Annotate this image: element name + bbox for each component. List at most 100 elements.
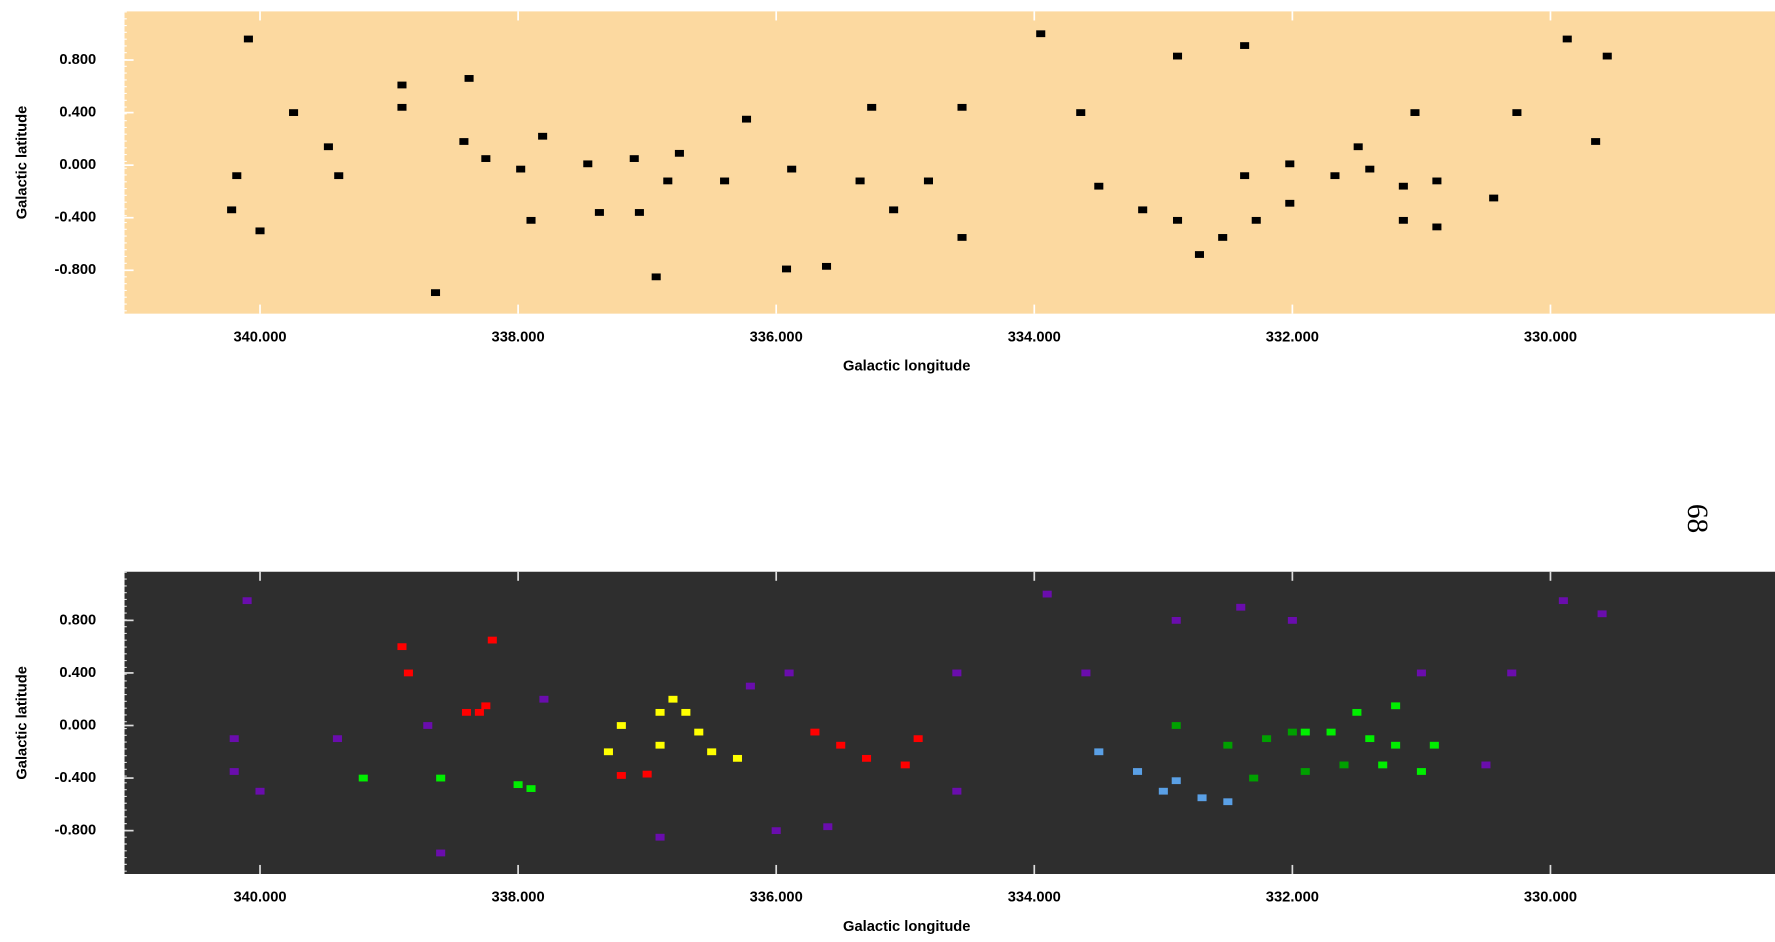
y-axis-label: Galactic latitude	[15, 106, 31, 220]
clump	[1559, 597, 1568, 604]
clump	[675, 150, 684, 157]
clump	[782, 266, 791, 273]
x-tick-label: 338.000	[492, 890, 545, 906]
y-tick-label: 0.000	[59, 157, 96, 173]
clump	[232, 172, 241, 179]
clump	[742, 116, 751, 123]
clump	[656, 709, 665, 716]
clump	[1327, 729, 1336, 736]
clump	[1094, 183, 1103, 190]
clump	[1249, 775, 1258, 782]
clump	[1603, 53, 1612, 60]
clump	[324, 143, 333, 150]
clump	[459, 138, 468, 145]
clump	[1365, 166, 1374, 173]
clump	[1591, 138, 1600, 145]
clump	[656, 834, 665, 841]
clump	[1417, 768, 1426, 775]
clump	[1043, 591, 1052, 598]
clump	[681, 709, 690, 716]
x-tick-label: 340.000	[233, 890, 286, 906]
clump	[823, 823, 832, 830]
clump	[526, 785, 535, 792]
clump	[1133, 768, 1142, 775]
y-tick-label: -0.400	[55, 770, 97, 786]
clump	[1252, 217, 1261, 224]
clump	[397, 104, 406, 111]
clump	[952, 670, 961, 677]
x-tick-label: 330.000	[1524, 329, 1577, 345]
clump	[635, 209, 644, 216]
clump	[488, 637, 497, 644]
clump	[423, 722, 432, 729]
clump	[746, 683, 755, 690]
clump	[1391, 742, 1400, 749]
clump	[465, 75, 474, 82]
clump	[475, 709, 484, 716]
clump	[289, 109, 298, 116]
clump	[595, 209, 604, 216]
clump	[538, 133, 547, 140]
x-tick-label: 340.000	[233, 329, 286, 345]
clump	[924, 178, 933, 185]
clump	[1399, 183, 1408, 190]
x-tick-label: 336.000	[750, 329, 803, 345]
x-axis-label: Galactic longitude	[843, 359, 970, 375]
clump	[1159, 788, 1168, 795]
y-tick-label: -0.400	[55, 210, 97, 226]
clump	[1598, 610, 1607, 617]
page-number: 68	[1681, 504, 1713, 533]
clump	[255, 788, 264, 795]
clump	[1285, 200, 1294, 207]
clump	[1365, 735, 1374, 742]
clump	[617, 772, 626, 779]
clump	[1339, 762, 1348, 769]
clump	[1262, 735, 1271, 742]
clump	[481, 702, 490, 709]
clump	[1507, 670, 1516, 677]
x-tick-label: 330.000	[1524, 890, 1577, 906]
clump	[733, 755, 742, 762]
y-tick-label: -0.800	[55, 262, 97, 278]
clump	[1172, 777, 1181, 784]
clump	[1391, 702, 1400, 709]
clump	[526, 217, 535, 224]
clump	[1288, 729, 1297, 736]
plot-background	[125, 572, 1775, 874]
x-tick-label: 332.000	[1266, 329, 1319, 345]
clump	[1563, 36, 1572, 43]
y-tick-label: 0.800	[59, 52, 96, 68]
clump	[1430, 742, 1439, 749]
clump	[1330, 172, 1339, 179]
clump	[957, 104, 966, 111]
clump	[244, 36, 253, 43]
clump	[583, 160, 592, 167]
clump	[772, 827, 781, 834]
clump	[707, 748, 716, 755]
clump	[1172, 722, 1181, 729]
clump	[1432, 178, 1441, 185]
clump	[1489, 195, 1498, 202]
clump	[867, 104, 876, 111]
clump	[1223, 742, 1232, 749]
clump	[1236, 604, 1245, 611]
clump	[1198, 794, 1207, 801]
clump	[436, 850, 445, 857]
y-axis-label: Galactic latitude	[15, 666, 31, 780]
y-tick-label: 0.400	[59, 665, 96, 681]
y-tick-label: -0.800	[55, 823, 97, 839]
clump	[1195, 251, 1204, 258]
clump	[663, 178, 672, 185]
clump	[1512, 109, 1521, 116]
clump	[243, 597, 252, 604]
clump	[822, 263, 831, 270]
clump	[668, 696, 677, 703]
clump	[1138, 206, 1147, 213]
clump	[230, 735, 239, 742]
clump	[436, 775, 445, 782]
clump	[516, 166, 525, 173]
clump	[481, 155, 490, 162]
clump	[810, 729, 819, 736]
x-tick-label: 336.000	[750, 890, 803, 906]
plot-background	[125, 11, 1775, 313]
